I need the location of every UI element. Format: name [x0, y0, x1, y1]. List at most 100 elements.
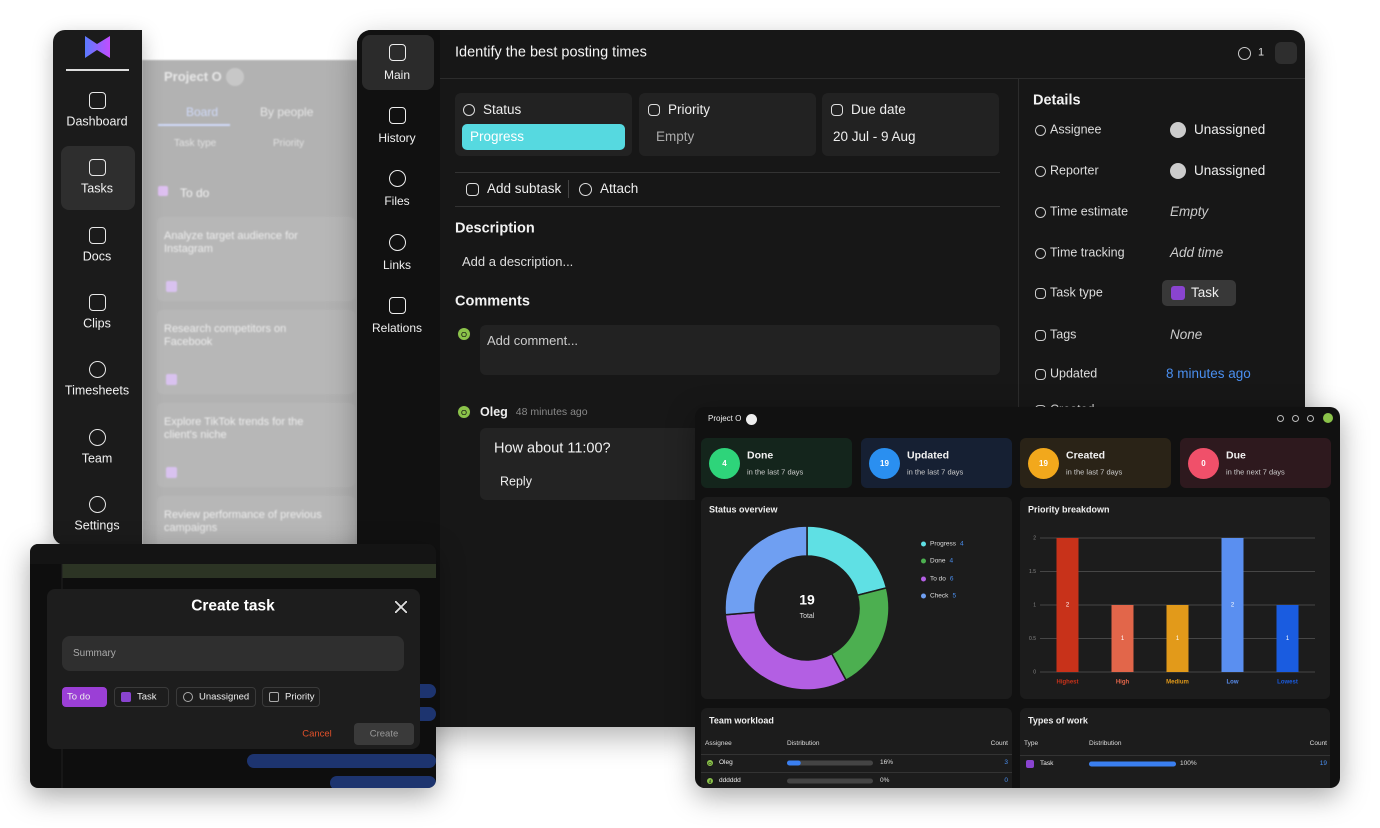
column-header: Distribution [1089, 740, 1122, 748]
task-nav-item[interactable]: Links [382, 257, 412, 272]
comment-input[interactable] [480, 325, 1000, 375]
task-nav-item[interactable]: History [378, 130, 416, 145]
field-chip[interactable] [262, 687, 320, 707]
progress-fill [787, 760, 801, 766]
detail-label: Updated [1050, 366, 1098, 381]
legend-count: 4 [949, 557, 954, 565]
task-card[interactable] [157, 310, 355, 394]
bar-value-label: 2 [1231, 603, 1235, 609]
gantt-today-band [62, 564, 436, 578]
reply-button[interactable]: Reply [500, 474, 532, 489]
task-card[interactable] [157, 403, 355, 487]
sidebar-item[interactable]: Settings [74, 518, 120, 533]
task-title: Identify the best posting times [455, 44, 647, 61]
stat-title: Updated [907, 449, 949, 462]
task-card[interactable] [157, 217, 355, 301]
y-tick-label: 2 [1033, 535, 1036, 541]
create-label: Create [369, 728, 399, 740]
detail-label: Time estimate [1050, 204, 1129, 219]
dashboard-widget [701, 708, 1012, 788]
sidebar-item[interactable]: Team [81, 451, 113, 466]
field-label: Priority [668, 101, 711, 117]
card-type [166, 281, 177, 292]
detail-value[interactable]: Add time [1170, 244, 1224, 260]
icon [1237, 46, 1251, 60]
sidebar-item[interactable]: Docs [82, 249, 112, 264]
detail-value[interactable]: Unassigned [1194, 162, 1266, 178]
legend-dot [921, 576, 926, 582]
row-count: 19 [1319, 760, 1327, 768]
status-select[interactable] [462, 124, 625, 150]
create-button[interactable] [354, 723, 414, 745]
gantt-bar [330, 776, 436, 788]
field-chip[interactable] [114, 687, 169, 707]
row-divider [701, 772, 1012, 773]
gantt-header [30, 544, 436, 564]
card-type [166, 467, 177, 478]
detail-value[interactable]: None [1170, 326, 1203, 342]
task-nav-item[interactable]: Main [383, 67, 411, 82]
stat-title: Due [1226, 449, 1246, 462]
board-tab[interactable]: Board [186, 104, 219, 119]
dashboard-widget [1020, 708, 1330, 788]
bar [1111, 605, 1134, 672]
detail-value[interactable]: Unassigned [1194, 121, 1266, 137]
card-title: Review performance of previous campaigns [164, 508, 322, 534]
x-tick-label: Highest [1056, 680, 1078, 686]
legend-label: Progress [930, 540, 957, 548]
project-name: Project O [164, 69, 222, 85]
icon [388, 296, 406, 314]
logo-mark [85, 36, 110, 58]
filter[interactable]: Priority [273, 138, 305, 149]
sidebar-item[interactable]: Dashboard [66, 114, 128, 129]
row-divider [1020, 755, 1330, 756]
comment-bubble [480, 428, 710, 500]
column-dot [158, 186, 168, 196]
field-chip[interactable] [62, 687, 107, 707]
stat-subtitle: in the last 7 days [1066, 467, 1123, 477]
task-nav-item[interactable]: Relations [371, 320, 423, 335]
icon [388, 106, 406, 124]
task-card[interactable] [157, 496, 355, 545]
task-type-icon [1171, 286, 1185, 300]
icon [1291, 414, 1299, 422]
filter[interactable]: Task type [174, 138, 217, 149]
summary-placeholder: Summary [73, 648, 116, 659]
field-chip[interactable] [176, 687, 256, 707]
progress-fill [1089, 761, 1176, 767]
column-header: Count [990, 740, 1008, 748]
attach[interactable]: Attach [600, 180, 639, 196]
donut-total: 19 [799, 592, 815, 608]
widget-title: Types of work [1028, 715, 1088, 726]
description-input[interactable]: Add a description... [462, 254, 574, 270]
sidebar-item[interactable]: Clips [83, 316, 111, 331]
chip-label: To do [67, 691, 91, 703]
icon [388, 169, 406, 187]
legend-dot [921, 558, 926, 564]
board-tab[interactable]: By people [260, 104, 314, 119]
sidebar-item[interactable]: Timesheets [64, 383, 130, 398]
sidebar-item[interactable]: Tasks [81, 181, 113, 196]
icon [648, 104, 660, 116]
close-button[interactable] [395, 601, 407, 613]
priority-value[interactable]: Empty [656, 128, 695, 144]
icon [88, 91, 106, 109]
comment-time: 48 minutes ago [515, 406, 588, 418]
legend-label: To do [930, 575, 946, 583]
icon [388, 233, 406, 251]
cancel-button[interactable]: Cancel [302, 728, 332, 740]
task-nav-item[interactable]: Files [384, 193, 410, 208]
detail-value: 8 minutes ago [1166, 365, 1251, 381]
icon [1034, 287, 1046, 299]
dashboard: Project O 4 Done in the last 7 days 19 Update… [695, 407, 1340, 788]
gantt-bar [247, 754, 436, 768]
due-date-value[interactable]: 20 Jul - 9 Aug [833, 128, 916, 144]
add-subtask[interactable]: Add subtask [487, 180, 562, 196]
detail-label: Assignee [1050, 122, 1102, 137]
y-tick-label: 0 [1033, 669, 1036, 675]
field-label: Status [483, 101, 522, 117]
bar-value-label: 1 [1176, 636, 1180, 642]
summary-input[interactable] [62, 636, 404, 671]
more-menu[interactable] [1275, 42, 1297, 64]
detail-value[interactable]: Empty [1170, 203, 1209, 219]
